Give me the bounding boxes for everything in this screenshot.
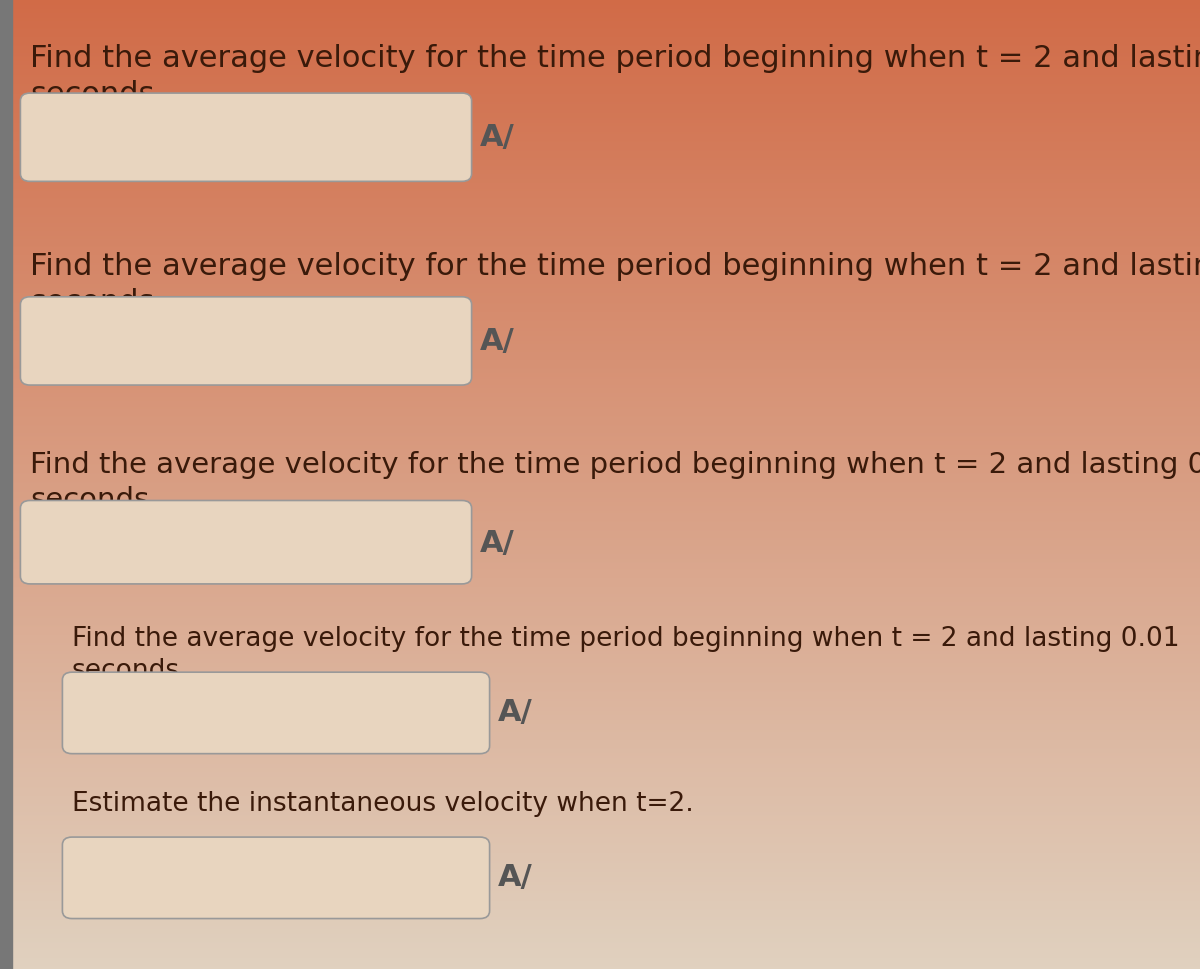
FancyBboxPatch shape	[20, 297, 472, 386]
Bar	[0, 0, 12, 969]
Text: A/: A/	[480, 327, 515, 356]
Text: A/: A/	[498, 862, 533, 891]
Text: A/: A/	[480, 123, 515, 152]
Text: A/: A/	[498, 698, 533, 727]
FancyBboxPatch shape	[20, 94, 472, 182]
FancyBboxPatch shape	[62, 672, 490, 754]
Text: Find the average velocity for the time period beginning when t = 2 and lasting 0: Find the average velocity for the time p…	[30, 252, 1200, 317]
FancyBboxPatch shape	[20, 501, 472, 584]
Text: Find the average velocity for the time period beginning when t = 2 and lasting 0: Find the average velocity for the time p…	[30, 451, 1200, 514]
Text: Estimate the instantaneous velocity when t=2.: Estimate the instantaneous velocity when…	[72, 790, 694, 816]
Text: Find the average velocity for the time period beginning when t = 2 and lasting 0: Find the average velocity for the time p…	[30, 44, 1200, 109]
FancyBboxPatch shape	[62, 837, 490, 919]
Text: Find the average velocity for the time period beginning when t = 2 and lasting 0: Find the average velocity for the time p…	[72, 625, 1180, 683]
Text: A/: A/	[480, 528, 515, 557]
